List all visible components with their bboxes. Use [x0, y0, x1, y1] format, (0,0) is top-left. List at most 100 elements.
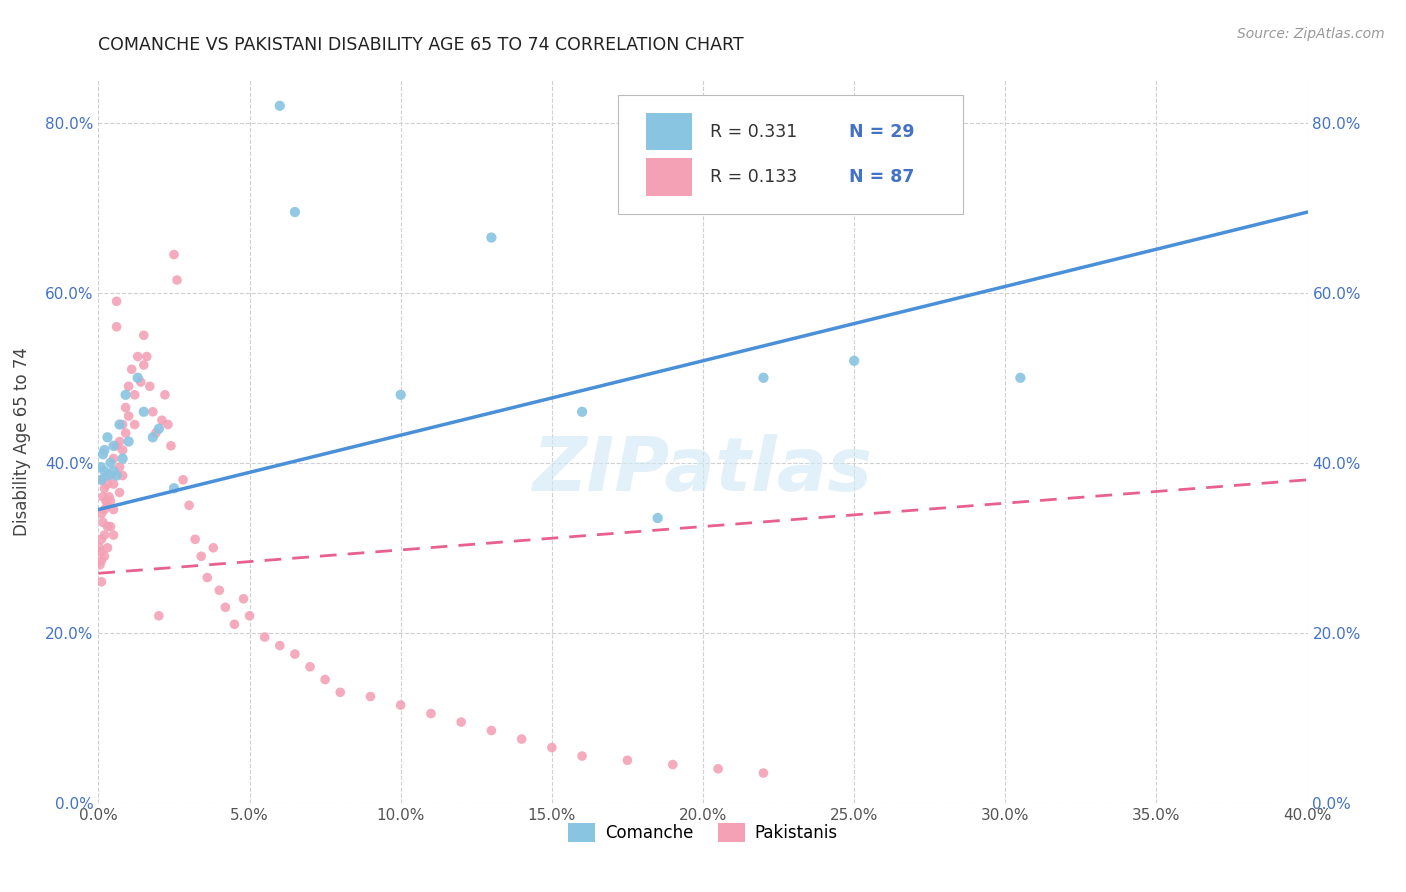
Point — [314, 673, 336, 687]
Point — [153, 388, 176, 402]
Point — [103, 451, 125, 466]
Point — [90, 460, 112, 475]
Point — [208, 583, 231, 598]
Point — [90, 473, 112, 487]
Point — [253, 630, 276, 644]
Point — [105, 468, 128, 483]
Text: N = 29: N = 29 — [849, 122, 915, 141]
Point — [100, 468, 122, 483]
Point — [571, 405, 593, 419]
Text: R = 0.331: R = 0.331 — [710, 122, 797, 141]
Point — [616, 753, 638, 767]
Point — [132, 358, 155, 372]
Point — [111, 443, 134, 458]
Text: COMANCHE VS PAKISTANI DISABILITY AGE 65 TO 74 CORRELATION CHART: COMANCHE VS PAKISTANI DISABILITY AGE 65 … — [98, 36, 744, 54]
Point — [91, 447, 114, 461]
Point — [111, 417, 134, 432]
Point — [98, 490, 121, 504]
Point — [195, 570, 218, 584]
Point — [105, 439, 128, 453]
Point — [284, 205, 307, 219]
Point — [114, 401, 136, 415]
Point — [132, 405, 155, 419]
Point — [179, 498, 201, 512]
Point — [135, 350, 157, 364]
Point — [96, 468, 118, 483]
Point — [114, 388, 136, 402]
Point — [127, 350, 149, 364]
Point — [100, 494, 122, 508]
Point — [100, 519, 122, 533]
Point — [148, 608, 170, 623]
Point — [91, 490, 114, 504]
Bar — [647, 112, 692, 151]
Point — [214, 600, 236, 615]
Point — [172, 473, 194, 487]
Point — [94, 494, 117, 508]
Point — [150, 413, 173, 427]
Point — [103, 477, 125, 491]
Text: N = 87: N = 87 — [849, 168, 915, 186]
Point — [93, 443, 115, 458]
Point — [103, 502, 125, 516]
Point — [269, 639, 291, 653]
Point — [105, 294, 128, 309]
Point — [269, 99, 291, 113]
Point — [540, 740, 562, 755]
Text: ZIPatlas: ZIPatlas — [533, 434, 873, 507]
Text: R = 0.133: R = 0.133 — [710, 168, 797, 186]
Point — [420, 706, 443, 721]
Point — [124, 388, 146, 402]
FancyBboxPatch shape — [619, 95, 963, 214]
Point — [132, 328, 155, 343]
Bar — [647, 158, 692, 196]
Point — [148, 422, 170, 436]
Point — [571, 749, 593, 764]
Point — [752, 766, 775, 780]
Point — [124, 417, 146, 432]
Point — [96, 541, 118, 555]
Point — [510, 732, 533, 747]
Point — [299, 660, 322, 674]
Point — [108, 434, 131, 449]
Point — [239, 608, 262, 623]
Point — [118, 379, 141, 393]
Point — [93, 481, 115, 495]
Point — [93, 502, 115, 516]
Point — [163, 247, 186, 261]
Point — [108, 460, 131, 475]
Point — [93, 549, 115, 564]
Point — [100, 456, 122, 470]
Point — [127, 371, 149, 385]
Point — [96, 498, 118, 512]
Y-axis label: Disability Age 65 to 74: Disability Age 65 to 74 — [13, 347, 31, 536]
Point — [91, 516, 114, 530]
Point — [232, 591, 254, 606]
Point — [96, 519, 118, 533]
Point — [90, 545, 112, 559]
Point — [647, 511, 669, 525]
Point — [481, 723, 503, 738]
Point — [121, 362, 143, 376]
Point — [111, 468, 134, 483]
Point — [661, 757, 683, 772]
Point — [752, 371, 775, 385]
Point — [103, 464, 125, 478]
Point — [89, 558, 111, 572]
Point — [360, 690, 382, 704]
Point — [142, 405, 165, 419]
Point — [96, 477, 118, 491]
Point — [89, 541, 111, 555]
Point — [481, 230, 503, 244]
Point — [160, 439, 183, 453]
Point — [96, 430, 118, 444]
Point — [224, 617, 246, 632]
Point — [90, 553, 112, 567]
Point — [163, 481, 186, 495]
Point — [166, 273, 188, 287]
Point — [105, 319, 128, 334]
Point — [108, 417, 131, 432]
Point — [103, 528, 125, 542]
Point — [90, 473, 112, 487]
Point — [118, 409, 141, 423]
